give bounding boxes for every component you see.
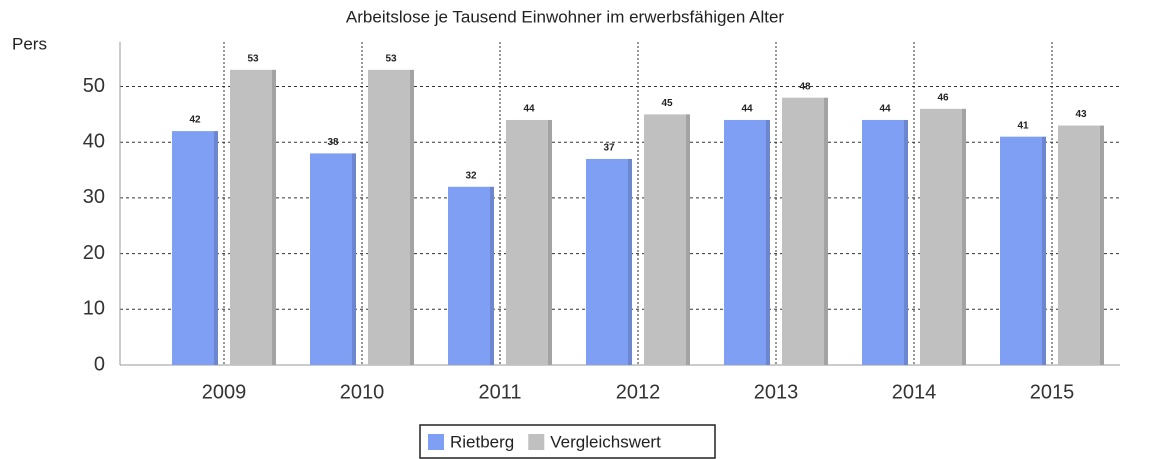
bar: [920, 108, 966, 366]
bar-shade: [1042, 136, 1046, 365]
y-axis-label: Pers: [12, 34, 47, 53]
legend-box: [419, 424, 716, 459]
bar: [172, 131, 218, 365]
chart-title: Arbeitslose je Tausend Einwohner im erwe…: [346, 7, 784, 26]
legend: Rietberg Vergleichswert: [419, 424, 716, 459]
value-label: 53: [247, 53, 259, 64]
value-label: 41: [1017, 120, 1029, 131]
value-label: 44: [523, 104, 535, 115]
value-label: 48: [799, 81, 811, 92]
x-tick-label: 2010: [340, 381, 385, 403]
bar: [310, 153, 356, 365]
y-tick-label: 10: [83, 298, 105, 320]
value-label: 32: [465, 170, 477, 181]
legend-swatch: [428, 434, 444, 450]
bar: [724, 119, 770, 365]
bar: [506, 119, 552, 365]
bar: [782, 97, 828, 366]
value-label: 53: [385, 53, 397, 64]
value-label: 45: [661, 98, 673, 109]
bar: [1000, 136, 1046, 365]
legend-swatch: [528, 434, 545, 450]
bar-shade: [904, 119, 908, 365]
x-tick-label: 2011: [478, 381, 521, 403]
bar-shade: [686, 114, 690, 366]
value-label: 42: [189, 115, 201, 126]
legend-label: Rietberg: [450, 432, 514, 451]
value-label: 38: [327, 137, 339, 148]
bar: [368, 69, 414, 366]
bar: [586, 158, 632, 365]
bar-shade: [962, 108, 966, 366]
bar: [644, 114, 690, 366]
x-tick-label: 2015: [1030, 381, 1075, 403]
y-tick-label: 20: [83, 242, 105, 264]
y-tick-label: 30: [83, 186, 105, 208]
x-tick-label: 2012: [616, 381, 661, 403]
bar: [862, 119, 908, 365]
value-label: 37: [603, 143, 615, 154]
bar-shade: [628, 158, 632, 365]
bar-shade: [272, 69, 276, 366]
y-tick-label: 0: [94, 353, 105, 375]
bar-shade: [766, 119, 770, 365]
bar: [230, 69, 276, 366]
bar-shade: [824, 97, 828, 366]
value-label: 46: [937, 92, 949, 103]
legend-label: Vergleichswert: [550, 432, 661, 451]
value-label: 44: [879, 104, 891, 115]
bar-shade: [490, 186, 494, 365]
bar: [448, 186, 494, 365]
bar: [1058, 125, 1104, 365]
bar-shade: [352, 153, 356, 365]
bar-shade: [214, 131, 218, 365]
x-tick-label: 2014: [892, 381, 937, 403]
value-label: 44: [741, 104, 753, 115]
value-label: 43: [1075, 109, 1087, 120]
bar-shade: [1100, 125, 1104, 365]
y-tick-label: 50: [83, 75, 105, 97]
x-tick-label: 2009: [202, 381, 247, 403]
bar-shade: [548, 119, 552, 365]
y-tick-label: 40: [83, 131, 105, 153]
bar-shade: [410, 69, 414, 366]
x-tick-label: 2013: [754, 381, 799, 403]
